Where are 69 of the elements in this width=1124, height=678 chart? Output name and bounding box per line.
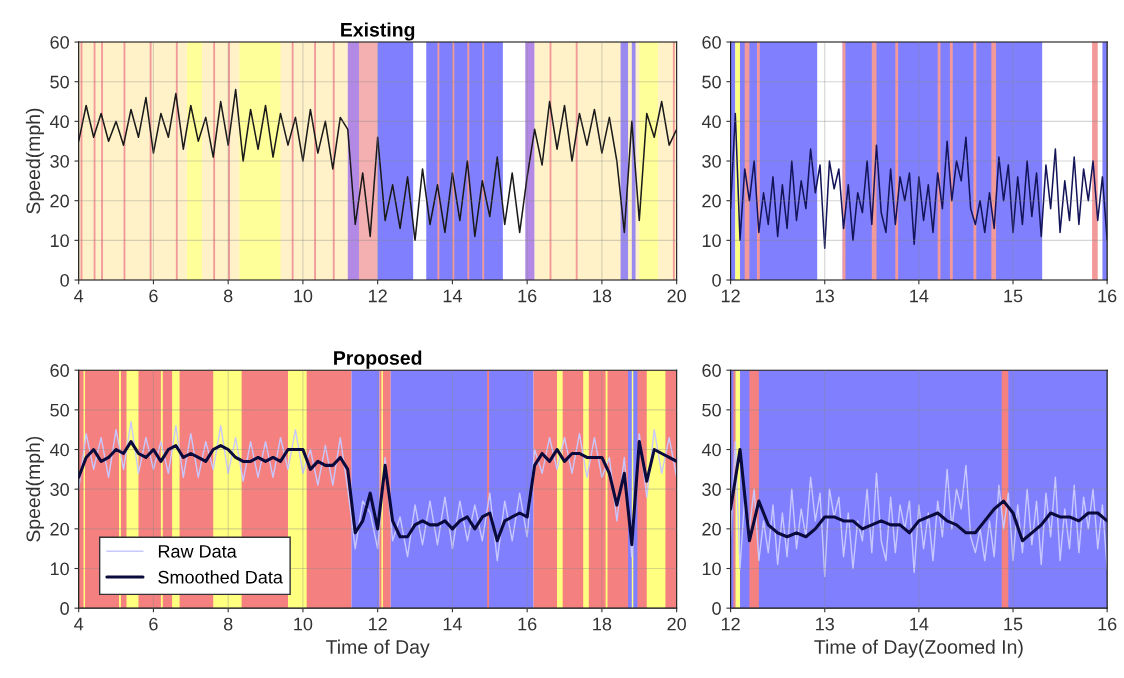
y-tick-label: 40 xyxy=(701,443,721,457)
y-tick-label: 0 xyxy=(712,273,721,287)
x-tick-label: 18 xyxy=(593,617,612,631)
x-tick-label: 16 xyxy=(518,617,537,631)
y-tick-label: 40 xyxy=(49,443,69,457)
x-axis-title: Time of Day(Zoomed In) xyxy=(814,639,1023,658)
line-series xyxy=(730,112,1108,250)
y-tick-label: 50 xyxy=(50,75,69,89)
x-tick-label: 12 xyxy=(369,289,387,303)
y-tick-label: 50 xyxy=(50,403,69,417)
x-tick-label: 20 xyxy=(667,289,686,303)
y-tick-label: 60 xyxy=(50,35,69,49)
y-tick-label: 40 xyxy=(49,115,69,129)
y-tick-label: 0 xyxy=(712,602,721,615)
x-tick-label: 16 xyxy=(1098,289,1117,303)
x-tick-label: 15 xyxy=(1004,289,1023,303)
legend-label: Raw Data xyxy=(158,545,237,558)
x-tick-label: 16 xyxy=(518,289,537,303)
x-tick-label: 12 xyxy=(369,617,387,631)
x-tick-label: 14 xyxy=(910,617,929,631)
y-tick-label: 10 xyxy=(50,234,69,248)
line-series xyxy=(730,447,1108,543)
x-tick-label: 18 xyxy=(593,289,612,303)
y-tick-label: 20 xyxy=(50,522,69,536)
y-tick-label: 10 xyxy=(702,562,721,576)
y-tick-label: 30 xyxy=(50,154,69,168)
legend-label: Smoothed Data xyxy=(158,570,283,584)
x-tick-label: 14 xyxy=(443,289,462,303)
y-tick-label: 40 xyxy=(701,115,721,129)
y-axis-title: Speed(mph) xyxy=(25,108,45,214)
x-tick-label: 14 xyxy=(443,617,462,631)
x-tick-label: 13 xyxy=(816,617,834,631)
y-tick-label: 30 xyxy=(702,154,721,168)
x-tick-label: 16 xyxy=(1098,617,1117,631)
x-tick-label: 6 xyxy=(149,289,158,303)
x-tick-label: 13 xyxy=(816,289,834,303)
y-tick-label: 30 xyxy=(50,483,69,496)
y-tick-label: 60 xyxy=(702,35,721,49)
x-tick-label: 8 xyxy=(223,617,233,631)
x-tick-label: 20 xyxy=(667,617,686,631)
line-series xyxy=(78,88,677,242)
x-tick-label: 10 xyxy=(294,617,313,631)
y-tick-label: 20 xyxy=(702,522,721,536)
line-series xyxy=(78,440,677,547)
x-tick-label: 12 xyxy=(721,617,740,631)
y-tick-label: 0 xyxy=(60,273,69,287)
y-tick-label: 60 xyxy=(50,364,69,377)
x-tick-label: 8 xyxy=(223,289,233,303)
x-tick-label: 4 xyxy=(74,617,84,631)
x-tick-label: 15 xyxy=(1004,617,1023,631)
x-tick-label: 14 xyxy=(910,289,929,303)
x-tick-label: 10 xyxy=(294,289,313,303)
line-series xyxy=(730,440,1108,578)
x-tick-label: 6 xyxy=(149,617,158,631)
y-tick-label: 50 xyxy=(702,75,721,89)
x-axis-title: Time of Day xyxy=(326,639,430,658)
chart-title: Existing xyxy=(341,22,415,41)
y-tick-label: 10 xyxy=(50,562,69,576)
y-tick-label: 20 xyxy=(702,194,721,208)
y-tick-label: 60 xyxy=(702,364,721,377)
y-tick-label: 0 xyxy=(60,602,69,615)
x-tick-label: 4 xyxy=(74,289,84,303)
x-tick-label: 12 xyxy=(721,289,740,303)
y-tick-label: 50 xyxy=(702,403,721,417)
y-tick-label: 20 xyxy=(50,194,69,208)
y-axis-title: Speed(mph) xyxy=(25,436,45,542)
y-tick-label: 30 xyxy=(702,483,721,496)
chart-title: Proposed xyxy=(334,350,422,369)
y-tick-label: 10 xyxy=(702,234,721,248)
